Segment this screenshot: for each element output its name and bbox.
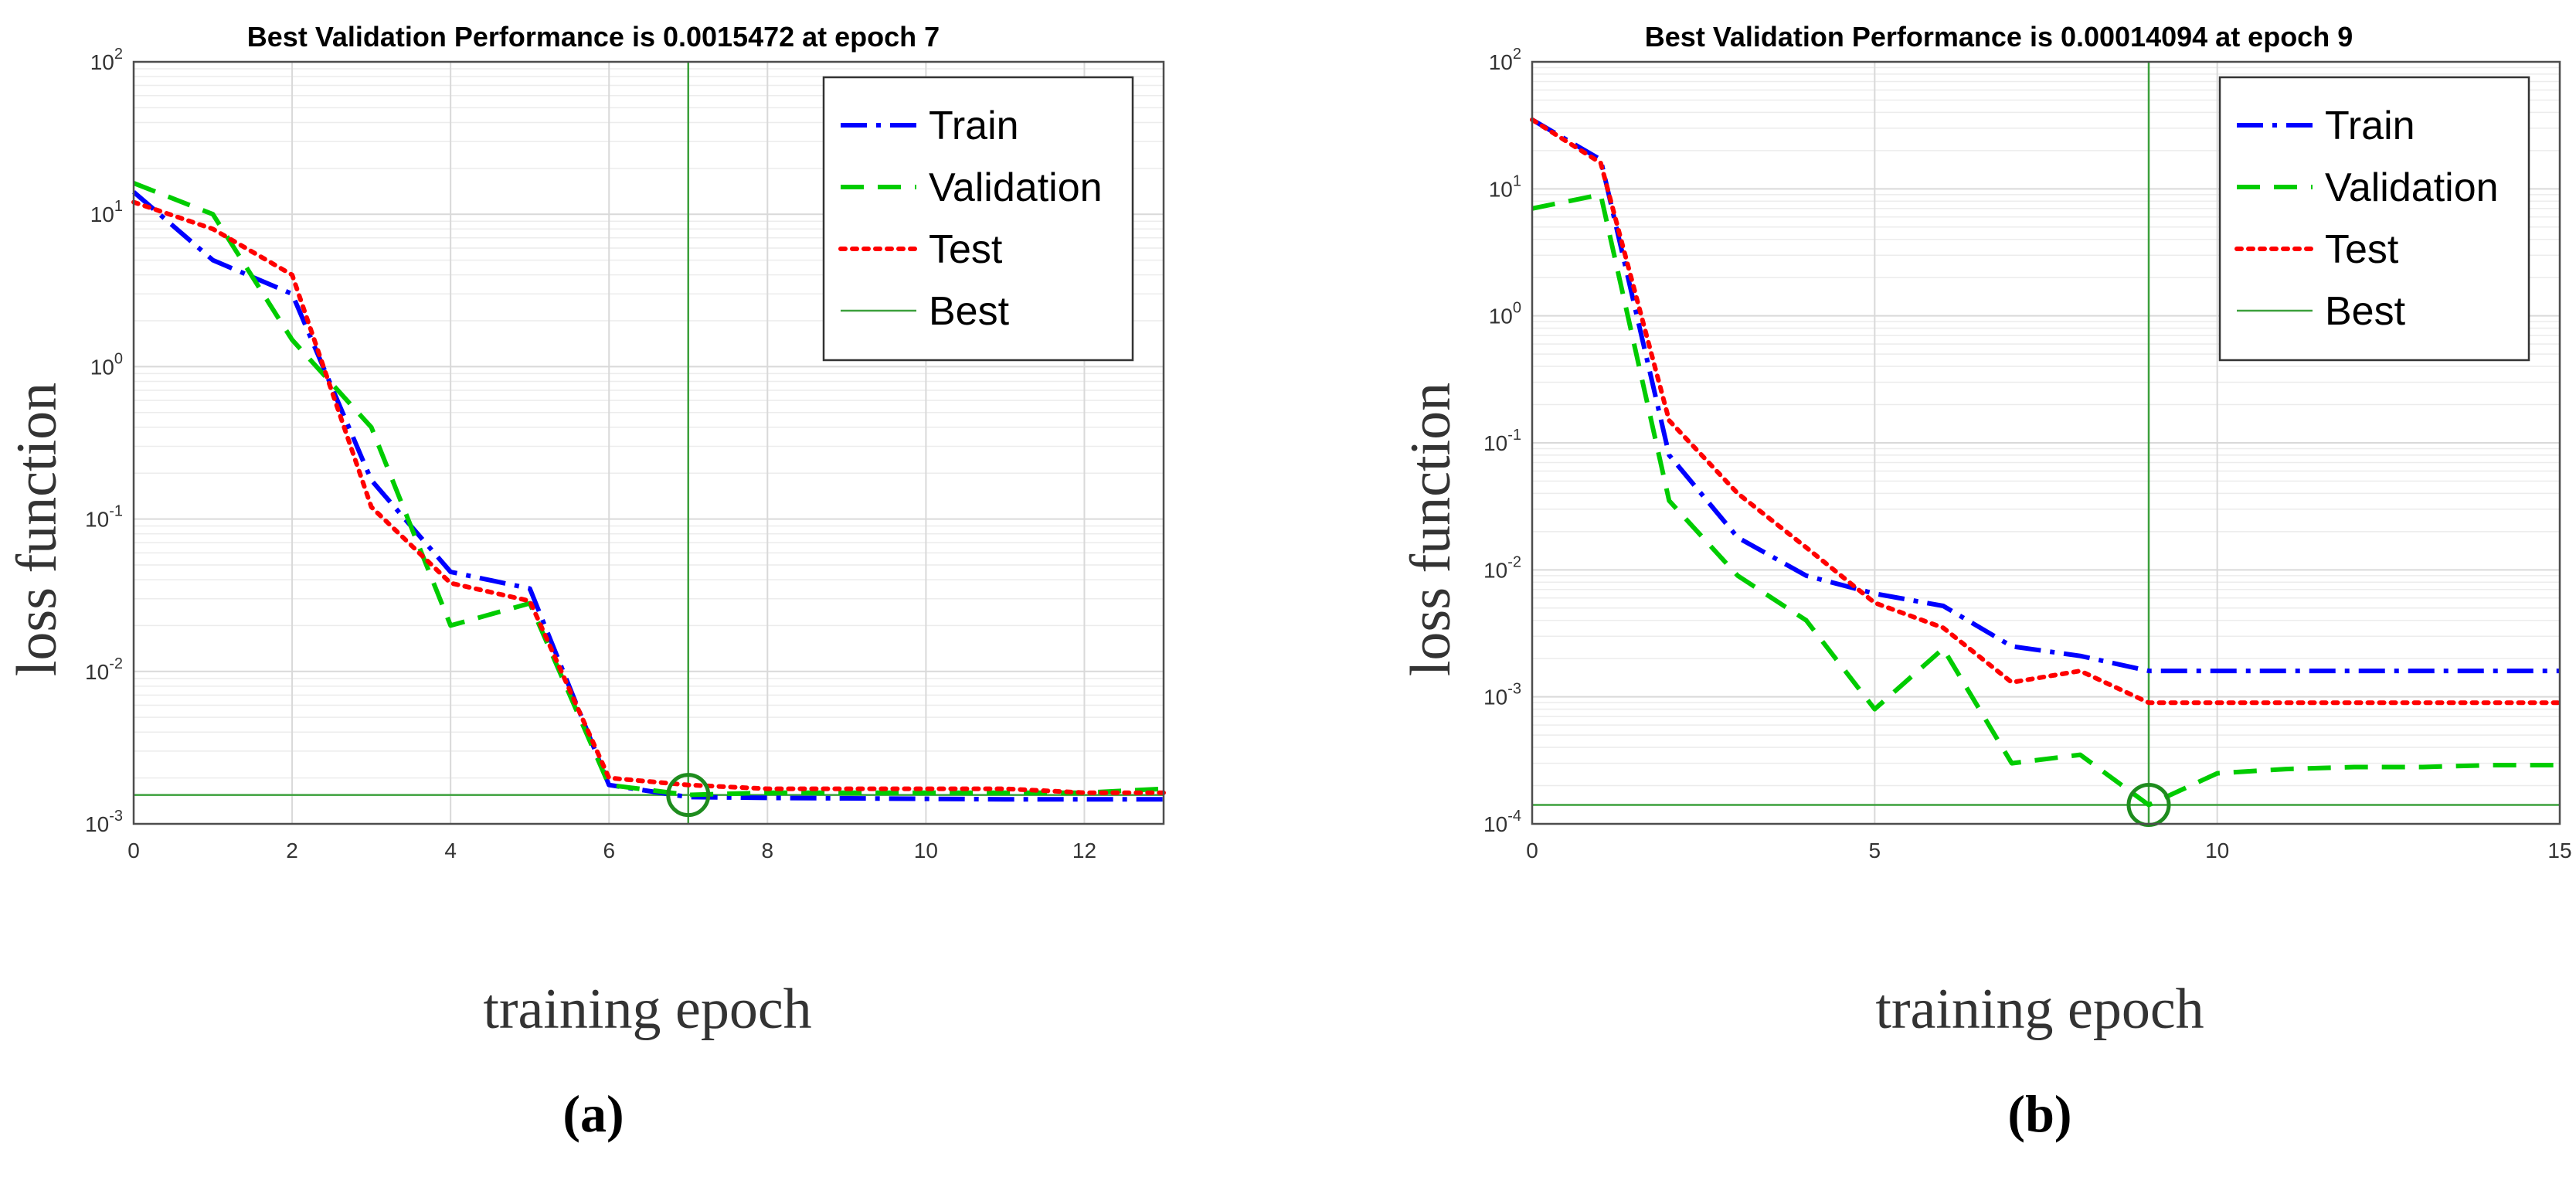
x-tick-label: 10 [2205, 839, 2229, 862]
y-tick-base: 10 [90, 355, 114, 379]
axes-box [1531, 60, 2561, 825]
y-tick-exponent: 1 [114, 198, 123, 215]
y-tick-exponent: 1 [1513, 172, 1521, 189]
y-tick-label: 100 [1489, 300, 1521, 328]
legend: Train Validation Test Best [2218, 76, 2530, 362]
y-tick-label: 100 [90, 350, 123, 379]
y-tick-base: 10 [1483, 431, 1507, 455]
y-tick-exponent: -2 [109, 655, 123, 672]
chart-title: Best Validation Performance is 0.0015472… [247, 21, 940, 53]
y-tick-base: 10 [1489, 305, 1513, 328]
chart-panel-a: Best Validation Performance is 0.0015472… [5, 21, 1166, 1143]
x-tick-label: 15 [2547, 839, 2571, 862]
series-line-test [1530, 117, 2562, 706]
series-line-validation [1531, 192, 2560, 808]
y-tick-label: 102 [90, 46, 123, 74]
y-axis-label: loss function [1399, 383, 1463, 676]
y-tick-exponent: 2 [1513, 46, 1521, 63]
y-tick-label: 10-1 [85, 503, 123, 532]
best-marker [2126, 783, 2171, 828]
y-tick-label: 10-2 [1483, 553, 1521, 582]
x-tick-label: 5 [1869, 839, 1881, 862]
y-tick-base: 10 [1489, 177, 1513, 201]
y-tick-exponent: 0 [114, 350, 123, 367]
x-tick-label: 2 [286, 839, 298, 862]
y-tick-base: 10 [90, 50, 114, 74]
y-tick-base: 10 [85, 812, 109, 836]
y-tick-label: 10-3 [85, 808, 123, 836]
panel-caption-b: (b) [2007, 1084, 2071, 1143]
legend-label-best: Best [929, 289, 1010, 334]
best-marker [666, 773, 711, 818]
legend-label-validation: Validation [2325, 165, 2499, 210]
legend-label-test: Test [929, 227, 1003, 272]
legend: Train Validation Test Best [822, 76, 1134, 362]
y-tick-base: 10 [1483, 686, 1507, 709]
legend-box [2218, 76, 2530, 362]
y-tick-label: 101 [90, 198, 123, 226]
y-tick-base: 10 [1483, 812, 1507, 836]
x-axis-label: training epoch [483, 978, 811, 1041]
x-tick-label: 12 [1072, 839, 1096, 862]
legend-label-validation: Validation [929, 165, 1103, 210]
y-tick-label: 101 [1489, 172, 1521, 201]
series-line-test [131, 199, 1166, 795]
y-tick-exponent: -1 [109, 503, 123, 520]
y-tick-base: 10 [85, 660, 109, 684]
y-tick-exponent: -4 [1507, 808, 1521, 825]
y-tick-label: 10-1 [1483, 427, 1521, 455]
legend-label-train: Train [2325, 104, 2415, 148]
legend-label-best: Best [2325, 289, 2406, 334]
y-tick-base: 10 [85, 508, 109, 532]
y-tick-base: 10 [90, 202, 114, 226]
x-tick-label: 8 [762, 839, 774, 862]
y-tick-exponent: -1 [1507, 427, 1521, 444]
y-tick-exponent: -3 [109, 808, 123, 825]
legend-label-train: Train [929, 104, 1019, 148]
legend-box [822, 76, 1134, 362]
y-tick-exponent: 0 [1513, 300, 1521, 317]
panel-caption-a: (a) [562, 1084, 624, 1143]
y-axis-label: loss function [5, 383, 69, 676]
x-tick-label: 6 [603, 839, 615, 862]
y-tick-exponent: -2 [1507, 553, 1521, 570]
chart-title: Best Validation Performance is 0.0001409… [1645, 21, 2353, 53]
y-tick-label: 10-3 [1483, 681, 1521, 709]
y-tick-label: 102 [1489, 46, 1521, 74]
y-tick-label: 10-4 [1483, 808, 1521, 836]
y-tick-base: 10 [1483, 558, 1507, 582]
x-axis-label: training epoch [1875, 978, 2204, 1041]
series-line-validation [132, 181, 1164, 798]
y-tick-base: 10 [1489, 50, 1513, 74]
x-tick-label: 0 [127, 839, 140, 862]
y-tick-exponent: -3 [1507, 681, 1521, 698]
chart-panel-b: Best Validation Performance is 0.0001409… [1399, 21, 2572, 1143]
x-tick-label: 4 [444, 839, 457, 862]
axes-box [132, 60, 1165, 825]
x-tick-label: 10 [914, 839, 938, 862]
y-tick-label: 10-2 [85, 655, 123, 684]
y-tick-exponent: 2 [114, 46, 123, 63]
legend-label-test: Test [2325, 227, 2399, 272]
x-tick-label: 0 [1526, 839, 1538, 862]
series-line-train [132, 190, 1164, 802]
